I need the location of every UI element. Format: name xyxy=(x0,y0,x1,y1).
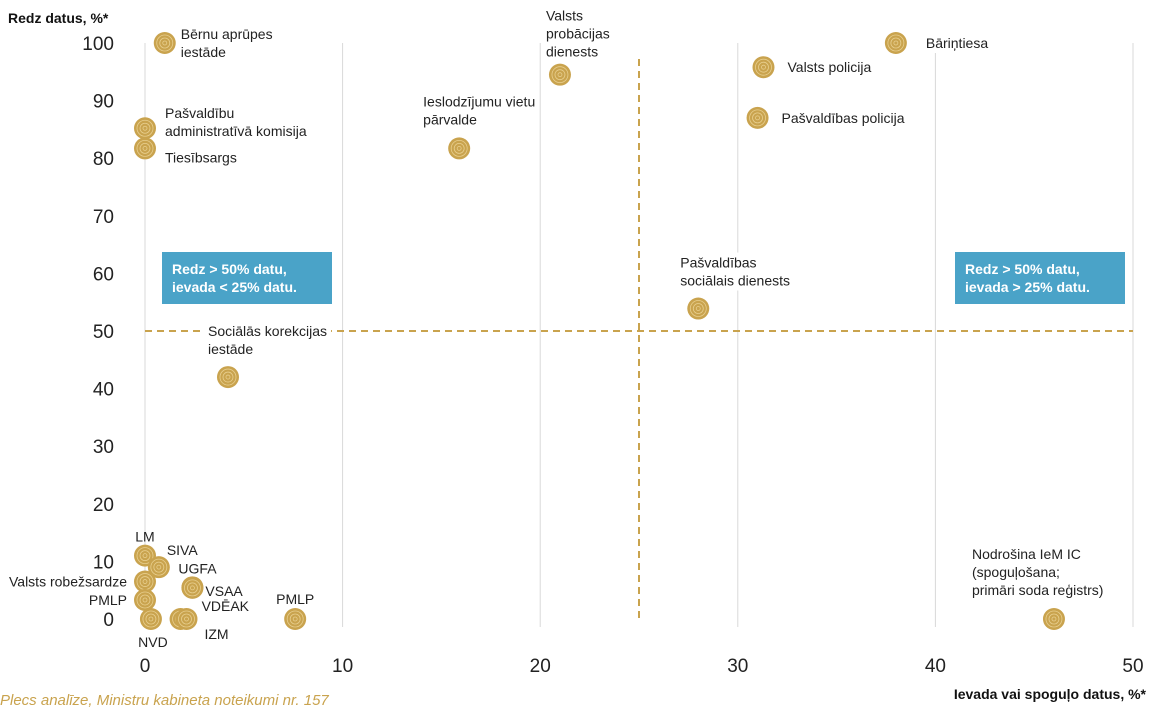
point-label: Ieslodzījumu vietu pārvalde xyxy=(423,93,535,127)
point-label: VDĒAK xyxy=(202,598,250,614)
y-tick-label: 70 xyxy=(93,207,114,228)
point-label-bg xyxy=(419,91,540,130)
point-label-bg xyxy=(203,321,332,360)
y-tick-label: 40 xyxy=(93,380,114,401)
quadrant-box-right-line2: ievada > 25% datu. xyxy=(965,279,1090,295)
quadrant-box-right-line1: Redz > 50% datu, xyxy=(965,261,1080,277)
point-label: Tiesībsargs xyxy=(165,149,237,165)
point-label: LM xyxy=(135,529,154,545)
data-point xyxy=(134,570,156,593)
source-note: Plecs analīze, Ministru kabineta noteiku… xyxy=(0,692,329,709)
data-point xyxy=(175,608,198,630)
point-label: Valsts robežsardze xyxy=(9,574,127,590)
point-label-bg xyxy=(921,33,993,53)
y-tick-label: 100 xyxy=(82,34,114,55)
point-label: Nodrošina IeM IC (spoguļošana; primāri sod… xyxy=(972,546,1103,598)
quadrant-box-left: Redz > 50% datu, ievada < 25% datu. xyxy=(162,252,332,304)
point-label: PMLP xyxy=(276,591,314,607)
x-tick-label: 30 xyxy=(727,656,748,677)
point-label: Pašvaldību administratīvā komisija xyxy=(165,105,307,139)
y-tick-label: 80 xyxy=(93,149,114,170)
x-axis-title: Ievada vai spoguļo datus, %* xyxy=(953,686,1146,702)
point-label-bg xyxy=(967,544,1108,600)
point-label: NVD xyxy=(138,634,168,650)
quadrant-box-left-line1: Redz > 50% datu, xyxy=(172,261,287,277)
data-point xyxy=(884,32,907,54)
data-point xyxy=(134,588,156,611)
data-point xyxy=(687,297,710,320)
data-point xyxy=(134,137,156,160)
x-tick-label: 40 xyxy=(925,656,946,677)
data-point xyxy=(147,556,170,579)
data-point xyxy=(181,576,204,599)
point-label-bg xyxy=(161,147,241,168)
y-tick-label: 60 xyxy=(93,264,114,285)
y-tick-label: 0 xyxy=(103,610,114,631)
y-tick-label: 30 xyxy=(93,437,114,458)
data-point xyxy=(752,56,775,79)
point-label: Valsts policija xyxy=(787,59,871,75)
x-tick-label: 10 xyxy=(332,656,353,677)
y-axis-title: Redz datus, %* xyxy=(8,10,109,26)
x-tick-label: 0 xyxy=(140,656,151,677)
y-tick-label: 50 xyxy=(93,322,114,343)
point-label: Sociālās korekcijas iestāde xyxy=(208,323,327,357)
point-label: SIVA xyxy=(167,542,199,558)
data-point xyxy=(216,366,239,389)
point-label-bg xyxy=(783,57,876,78)
quadrant-box-left-line2: ievada < 25% datu. xyxy=(172,279,297,295)
quadrant-box-right: Redz > 50% datu, ievada > 25% datu. xyxy=(955,252,1125,304)
point-label: PMLP xyxy=(89,592,127,608)
data-point xyxy=(448,137,471,160)
point-label: Bāriņtiesa xyxy=(926,35,988,51)
point-label: IZM xyxy=(204,626,228,642)
point-label-bg xyxy=(777,107,909,128)
data-point xyxy=(548,63,571,86)
point-label-bg xyxy=(176,24,277,62)
data-point xyxy=(1042,608,1065,630)
point-label-bg xyxy=(541,5,614,62)
point-label: Pašvaldības sociālais dienests xyxy=(680,255,790,289)
data-point xyxy=(134,117,156,140)
point-label: VSAA xyxy=(205,583,243,599)
x-tick-label: 20 xyxy=(530,656,551,677)
point-label: UGFA xyxy=(178,560,217,576)
point-label: Valsts probācijas dienests xyxy=(546,8,610,60)
y-tick-label: 20 xyxy=(93,495,114,516)
data-point xyxy=(153,32,176,54)
point-label-bg xyxy=(676,252,795,291)
data-point xyxy=(284,608,307,630)
point-label-bg xyxy=(161,103,311,142)
y-tick-label: 10 xyxy=(93,552,114,573)
y-tick-label: 90 xyxy=(93,92,114,113)
point-label: Pašvaldības policija xyxy=(782,110,905,126)
data-point xyxy=(139,608,162,630)
x-tick-label: 50 xyxy=(1122,656,1143,677)
point-label: Bērnu aprūpes iestāde xyxy=(181,26,273,60)
data-point xyxy=(746,106,769,129)
